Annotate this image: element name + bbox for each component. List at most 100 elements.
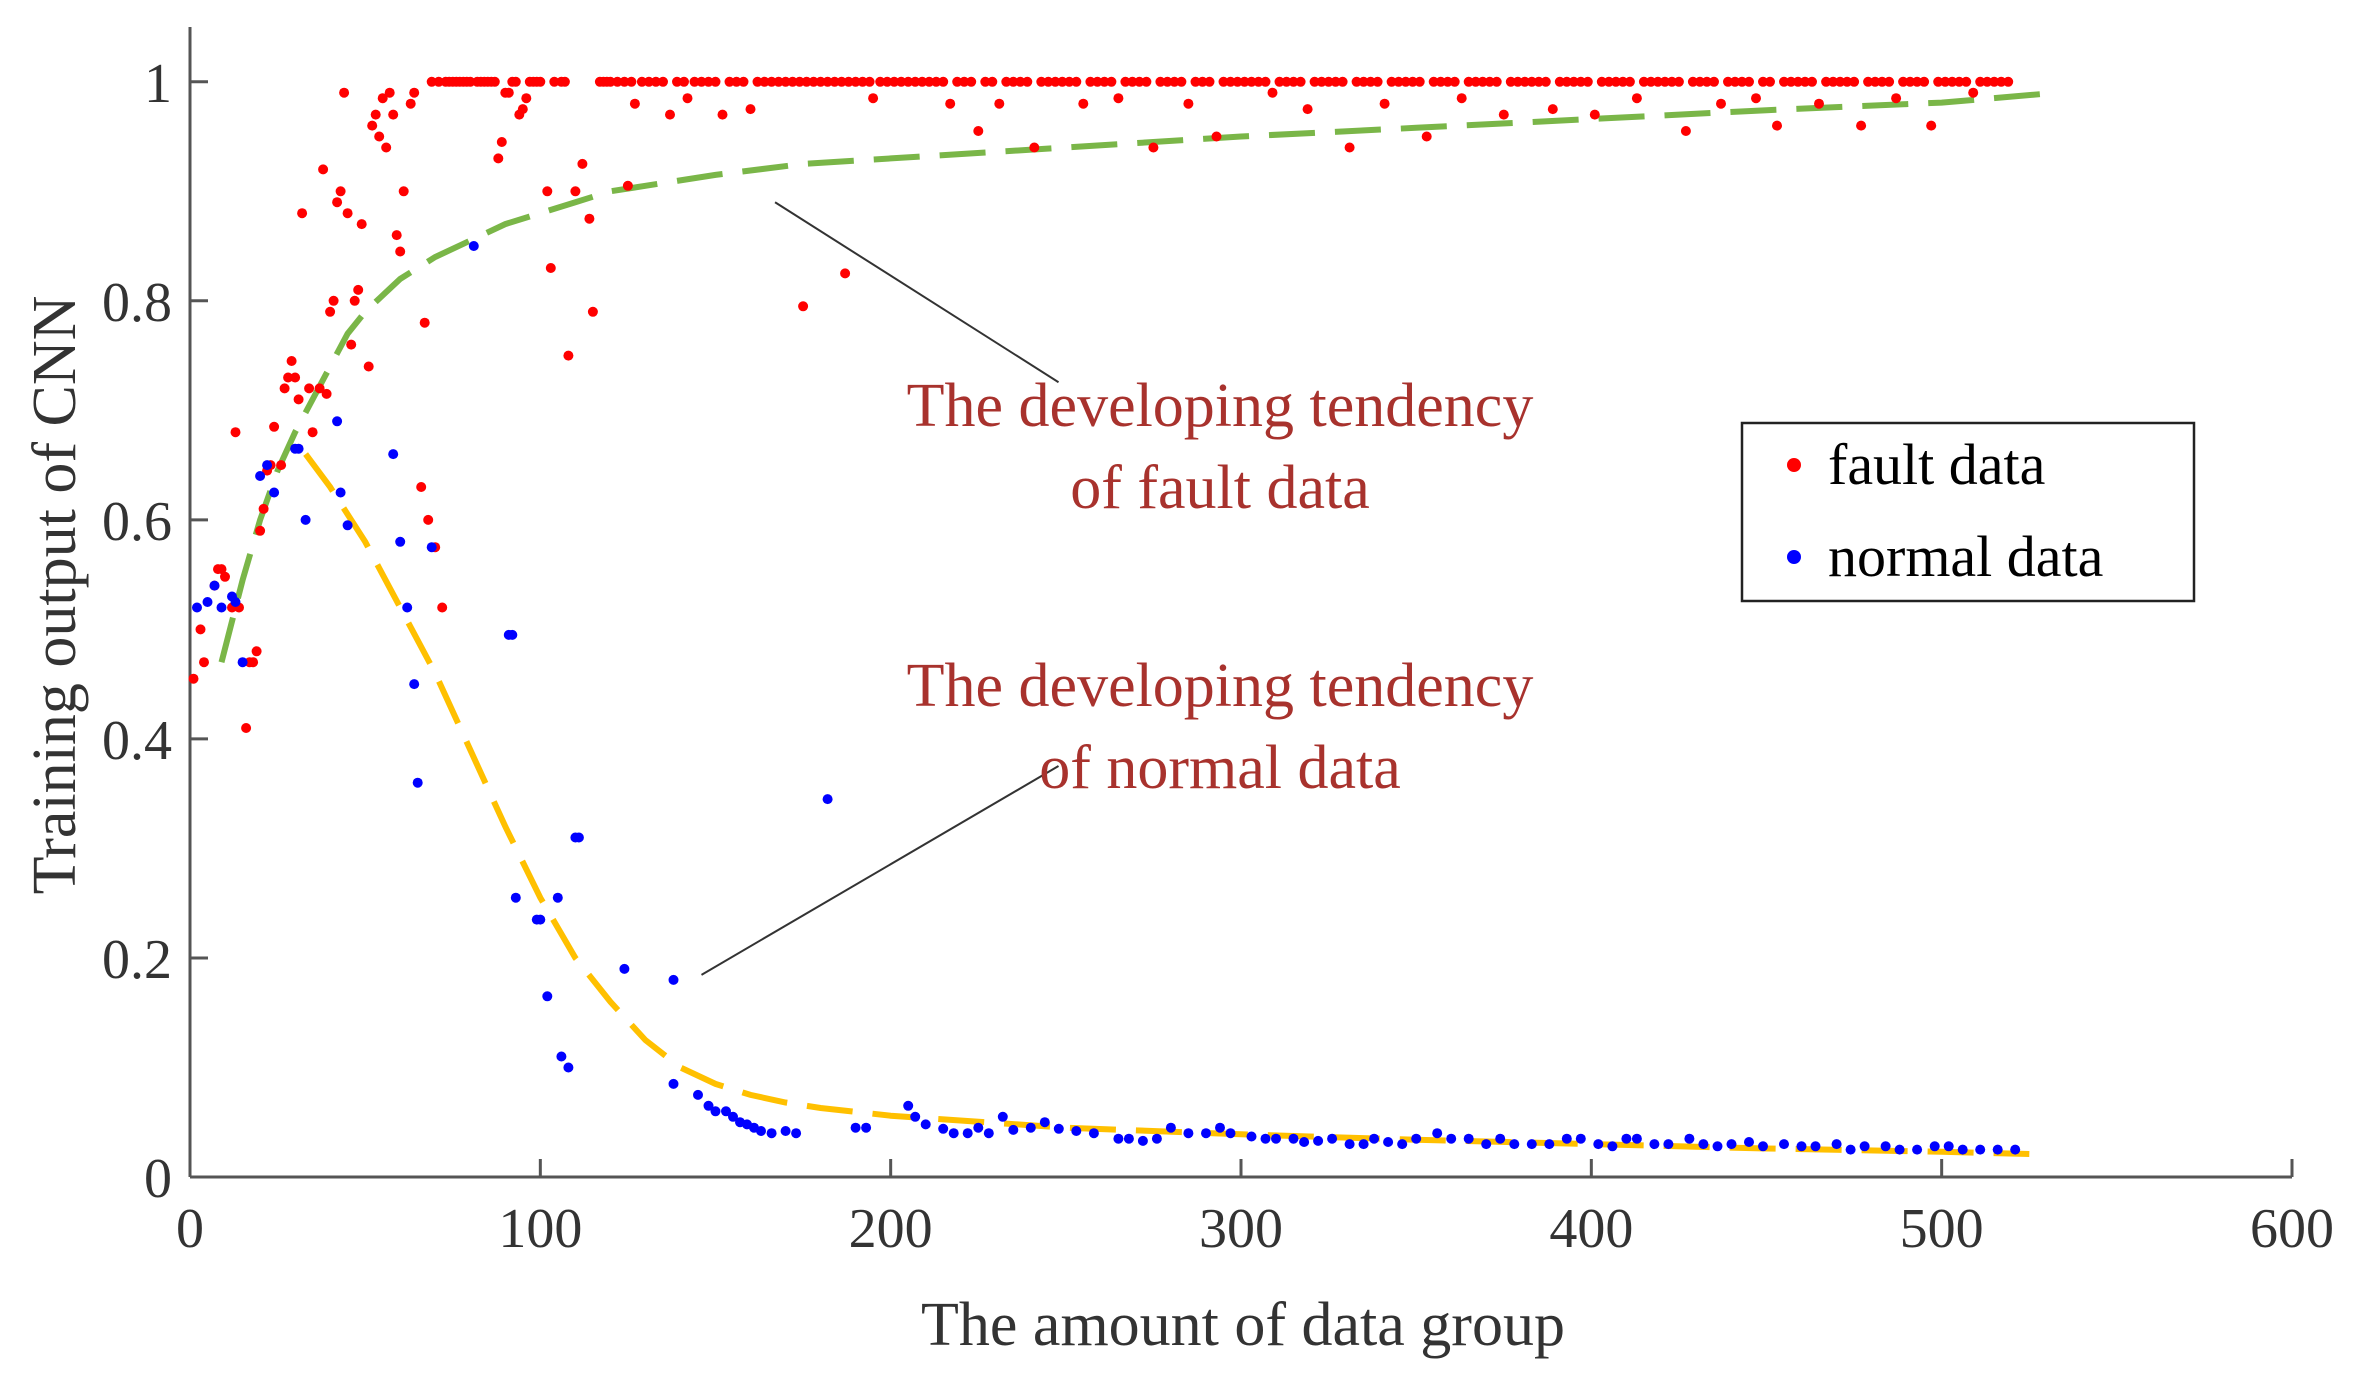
fault-data-point <box>682 93 693 104</box>
fault-data-point <box>1092 76 1103 87</box>
fault-data-point <box>801 76 812 87</box>
fault-data-point <box>622 180 633 191</box>
fault-data-point <box>1989 76 2000 87</box>
y-tick-label: 0.6 <box>102 491 172 553</box>
fault-data-point <box>286 356 297 366</box>
normal-data-point <box>1313 1135 1324 1146</box>
normal-data-point <box>766 1128 777 1139</box>
fault-data-point <box>650 76 661 87</box>
normal-data-point <box>1975 1144 1986 1155</box>
fault-data-point <box>577 158 588 169</box>
fault-data-point <box>570 186 581 197</box>
fault-data-point <box>689 76 700 87</box>
fault-data-point <box>1176 76 1187 87</box>
normal-data-point <box>1649 1139 1660 1150</box>
normal-data-point <box>1726 1139 1737 1150</box>
fault-data-point <box>945 98 956 109</box>
normal-data-point <box>850 1122 861 1133</box>
fault-data-point <box>283 372 294 383</box>
normal-data-point <box>202 597 213 607</box>
normal-data-point <box>1894 1144 1905 1155</box>
fault-data-point <box>517 104 528 115</box>
fault-data-point <box>759 76 770 87</box>
fault-tendency-label-line-1: The developing tendency <box>907 372 1534 440</box>
normal-data-point <box>1183 1128 1194 1139</box>
fault-data-point <box>1807 76 1817 87</box>
normal-data-point <box>780 1126 791 1136</box>
fault-tendency-pointer <box>774 201 1060 384</box>
x-tick-label: 500 <box>1900 1198 1984 1260</box>
fault-data-point <box>696 76 707 87</box>
fault-data-point <box>1891 93 1902 104</box>
normal-data-point <box>861 1122 872 1133</box>
trend-lines <box>218 89 2058 1157</box>
fault-data-point <box>1884 76 1895 87</box>
fault-data-point <box>868 93 879 104</box>
fault-data-point <box>1183 98 1194 109</box>
fault-data-point <box>290 372 301 383</box>
fault-data-point <box>658 76 668 87</box>
normal-data-point <box>1744 1137 1754 1147</box>
fault-data-point <box>535 76 546 87</box>
y-tick-label: 0.8 <box>102 272 172 334</box>
fault-data-point <box>1050 76 1061 87</box>
fault-data-point <box>1162 76 1173 87</box>
normal-tendency-label-line-1: The developing tendency <box>907 652 1534 720</box>
normal-data-point <box>1165 1122 1176 1133</box>
fault-data-point <box>1568 76 1579 87</box>
fault-data-point <box>1765 76 1775 87</box>
fault-data-point <box>426 76 437 87</box>
fault-data-point <box>1709 76 1719 87</box>
normal-data-point <box>1607 1141 1618 1152</box>
fault-data-point <box>1295 76 1306 87</box>
fault-data-point <box>563 350 574 361</box>
fault-data-point <box>1912 76 1923 87</box>
fault-data-point <box>1449 76 1460 87</box>
fault-data-point <box>342 208 353 219</box>
fault-data-point <box>230 427 241 438</box>
fault-data-point <box>248 657 259 668</box>
fault-data-point <box>377 93 388 104</box>
normal-data-point <box>1831 1139 1842 1150</box>
fault-data-point <box>780 76 791 87</box>
normal-data-point <box>1561 1133 1572 1144</box>
normal-data-point <box>1859 1141 1870 1152</box>
fault-data-point <box>335 186 346 197</box>
fault-data-point <box>423 514 434 525</box>
fault-data-point <box>605 76 616 87</box>
fault-data-point <box>1842 76 1853 87</box>
fault-data-point <box>1652 76 1663 87</box>
normal-data-point <box>1712 1141 1723 1152</box>
normal-data-point <box>426 542 437 553</box>
x-axis-label: The amount of data group <box>921 1291 1565 1359</box>
fault-data-point <box>1540 76 1551 87</box>
fault-data-point <box>1561 76 1572 87</box>
fault-data-point <box>1169 76 1180 87</box>
fault-data-point <box>1288 76 1299 87</box>
fault-data-point <box>503 87 514 98</box>
fault-data-point <box>542 186 553 197</box>
y-ticks: 0 0.2 0.4 0.6 0.8 1 <box>102 53 208 1210</box>
fault-data-point <box>815 76 826 87</box>
normal-data-point <box>1992 1144 2003 1155</box>
fault-data-point <box>388 109 399 120</box>
fault-data-point <box>1519 76 1530 87</box>
fault-data-point <box>1968 87 1979 98</box>
fault-data-point <box>1246 76 1257 87</box>
normal-data-point <box>1260 1133 1271 1144</box>
fault-data-point <box>864 76 875 87</box>
normal-data-point <box>983 1128 994 1139</box>
fault-data-point <box>822 76 833 87</box>
fault-data-point <box>349 295 360 306</box>
fault-data-point <box>1428 76 1439 87</box>
fault-data-point <box>1737 76 1747 87</box>
normal-data-point <box>300 514 311 525</box>
fault-data-point <box>1085 76 1096 87</box>
fault-data-point <box>1407 76 1418 87</box>
normal-data-point <box>1544 1139 1555 1150</box>
fault-data-point <box>332 197 343 208</box>
normal-data-point <box>412 777 423 788</box>
normal-data-point <box>216 602 227 613</box>
fault-data-point <box>1351 76 1362 87</box>
